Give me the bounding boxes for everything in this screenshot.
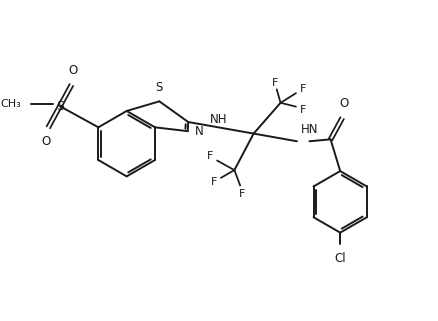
Text: S: S — [56, 100, 64, 113]
Text: F: F — [238, 189, 245, 199]
Text: Cl: Cl — [334, 252, 345, 265]
Text: F: F — [299, 106, 305, 116]
Text: NH: NH — [210, 113, 227, 126]
Text: F: F — [207, 151, 213, 161]
Text: O: O — [339, 98, 348, 110]
Text: S: S — [155, 81, 162, 94]
Text: O: O — [69, 64, 78, 77]
Text: F: F — [211, 177, 217, 187]
Text: N: N — [194, 125, 203, 138]
Text: F: F — [271, 78, 277, 88]
Text: HN: HN — [300, 124, 318, 136]
Text: O: O — [42, 135, 51, 148]
Text: CH₃: CH₃ — [1, 99, 21, 109]
Text: F: F — [299, 84, 305, 94]
